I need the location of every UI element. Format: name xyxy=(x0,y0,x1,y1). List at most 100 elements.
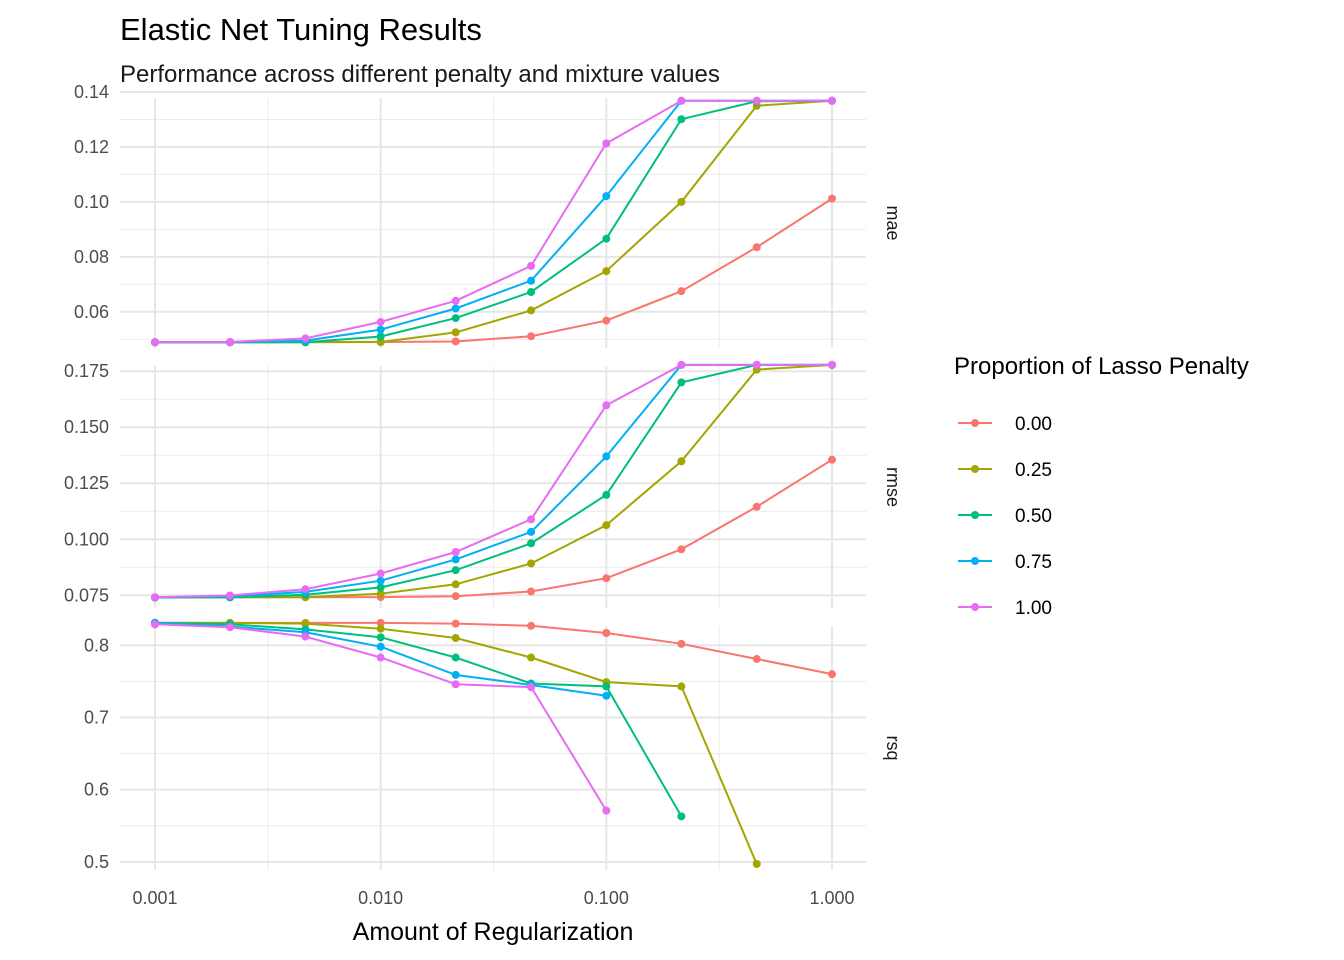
data-point xyxy=(828,670,836,679)
series-line xyxy=(154,363,833,599)
x-tick-label: 0.100 xyxy=(584,888,629,908)
panel-rmse: 0.075 0.100 0.125 0.150 0.175 rmse xyxy=(64,360,903,608)
y-tick-label: 0.7 xyxy=(84,707,109,727)
y-tick-label: 0.150 xyxy=(64,417,109,437)
data-point xyxy=(602,574,611,583)
data-point xyxy=(451,619,460,628)
series-rmse-1.00 xyxy=(151,360,836,602)
data-point xyxy=(602,234,611,243)
data-point xyxy=(602,316,611,325)
facet-panels: 0.060.080.100.120.14mae0.0750.1000.1250.… xyxy=(64,82,903,872)
data-point xyxy=(376,569,385,578)
legend-label: 1.00 xyxy=(1015,598,1052,619)
series-mae-1.00 xyxy=(151,96,836,347)
data-point xyxy=(527,527,536,536)
data-point xyxy=(602,490,611,499)
legend-item: 0.00 xyxy=(958,414,1052,435)
data-point xyxy=(527,559,536,568)
data-point xyxy=(602,192,611,201)
x-axis: 0.001 0.010 0.100 1.000 xyxy=(132,888,854,908)
data-point xyxy=(527,306,536,315)
y-tick-label: 0.12 xyxy=(74,137,109,157)
y-tick-label: 0.06 xyxy=(74,302,109,322)
data-point xyxy=(677,115,686,124)
data-point xyxy=(752,860,761,868)
data-point xyxy=(151,338,159,347)
legend-label: 0.50 xyxy=(1015,506,1052,527)
legend-key-point xyxy=(971,603,979,611)
data-point xyxy=(451,566,460,575)
data-point xyxy=(376,317,385,326)
data-point xyxy=(527,288,536,296)
data-point xyxy=(451,296,460,305)
data-point xyxy=(451,548,460,557)
data-point xyxy=(602,691,611,700)
data-point xyxy=(752,96,761,105)
series-line xyxy=(154,99,832,344)
facet-strip-label: rsq xyxy=(883,735,903,760)
y-tick-label: 0.8 xyxy=(84,635,109,655)
data-point xyxy=(602,139,611,148)
data-point xyxy=(677,457,686,466)
data-point xyxy=(151,620,159,629)
data-point xyxy=(602,401,611,410)
data-point xyxy=(301,619,310,628)
data-point xyxy=(677,287,686,296)
data-point xyxy=(602,806,611,815)
data-point xyxy=(752,360,761,369)
data-point xyxy=(301,585,310,594)
y-tick-label: 0.125 xyxy=(64,473,109,493)
data-point xyxy=(376,583,385,592)
data-point xyxy=(828,194,836,203)
data-point xyxy=(677,812,686,821)
data-point xyxy=(451,670,460,679)
facet-strip-label: mae xyxy=(883,205,903,240)
data-point xyxy=(527,515,536,524)
legend-label: 0.75 xyxy=(1015,552,1052,573)
data-point xyxy=(602,521,611,530)
legend-key-point xyxy=(971,419,979,427)
data-point xyxy=(828,455,836,464)
data-point xyxy=(226,338,235,346)
data-point xyxy=(752,502,761,511)
data-point xyxy=(451,314,460,323)
data-point xyxy=(527,683,536,692)
x-axis-label: Amount of Regularization xyxy=(353,918,634,946)
data-point xyxy=(451,304,460,313)
data-point xyxy=(752,654,761,663)
data-point xyxy=(677,682,686,691)
data-point xyxy=(376,624,385,633)
series-line xyxy=(154,621,683,817)
data-point xyxy=(451,337,460,346)
data-point xyxy=(376,589,385,598)
legend-label: 0.00 xyxy=(1015,414,1052,435)
data-point xyxy=(451,592,460,601)
y-tick-label: 0.6 xyxy=(84,780,109,800)
data-point xyxy=(451,580,460,589)
data-point xyxy=(752,243,761,252)
data-point xyxy=(677,378,686,387)
data-point xyxy=(451,680,460,689)
data-point xyxy=(677,545,686,554)
series-line xyxy=(154,363,832,599)
data-point xyxy=(677,639,686,648)
data-point xyxy=(376,338,385,346)
legend-label: 0.25 xyxy=(1015,460,1052,481)
x-tick-label: 0.001 xyxy=(132,888,177,908)
data-point xyxy=(376,332,385,341)
data-point xyxy=(376,633,385,642)
legend-item: 1.00 xyxy=(958,598,1052,619)
data-point xyxy=(376,642,385,651)
data-point xyxy=(451,328,460,337)
data-point xyxy=(828,96,836,105)
data-point xyxy=(527,276,536,285)
series-rsq-1.00 xyxy=(151,620,611,815)
chart-subtitle: Performance across different penalty and… xyxy=(120,61,720,88)
data-point xyxy=(527,261,536,270)
y-tick-label: 0.14 xyxy=(74,82,109,102)
chart-title: Elastic Net Tuning Results xyxy=(120,12,482,47)
data-point xyxy=(226,623,235,632)
legend-item: 0.25 xyxy=(958,460,1052,481)
legend-key-point xyxy=(971,557,979,565)
data-point xyxy=(376,325,385,334)
